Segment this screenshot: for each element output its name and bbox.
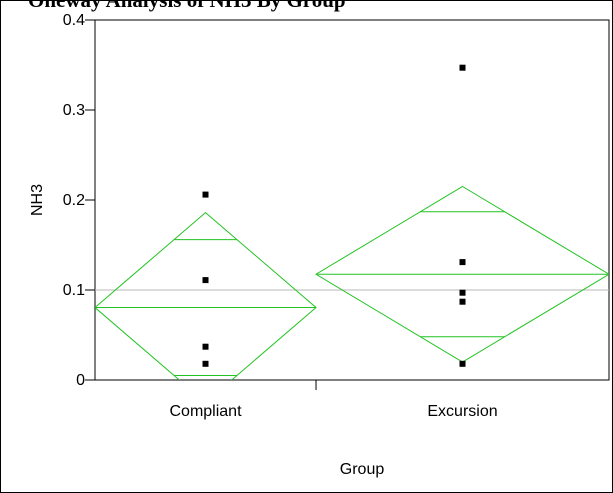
means-diamond	[95, 211, 317, 380]
data-point	[459, 64, 466, 71]
data-point	[459, 360, 466, 367]
y-tick-label: 0.1	[63, 282, 85, 299]
data-point	[202, 360, 209, 367]
x-category-label: Compliant	[169, 403, 242, 420]
y-axis-label: NH3	[29, 184, 46, 216]
x-axis-label: Group	[340, 461, 385, 478]
data-point	[459, 259, 466, 266]
chart-title-area: Oneway Analysis of NH3 By Group	[0, 0, 613, 14]
y-tick-label: 0.4	[63, 12, 85, 29]
chart-title: Oneway Analysis of NH3 By Group	[28, 0, 346, 12]
data-point	[459, 289, 466, 296]
data-point	[202, 343, 209, 350]
plot-area-border	[94, 19, 610, 381]
data-point	[202, 277, 209, 284]
x-category-label: Excursion	[427, 403, 497, 420]
y-tick-label: 0.2	[63, 192, 85, 209]
plot-content	[95, 64, 609, 380]
y-tick-label: 0.3	[63, 102, 85, 119]
data-point	[459, 298, 466, 305]
data-point	[202, 191, 209, 198]
y-tick-label: 0	[76, 372, 85, 389]
